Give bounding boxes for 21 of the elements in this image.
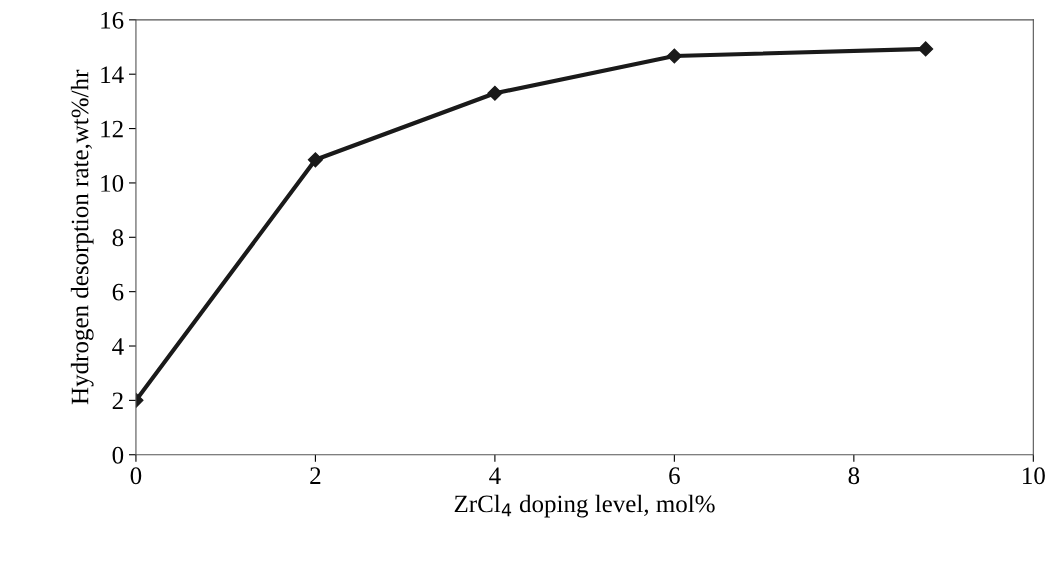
point [307,152,323,168]
x-axis-title: ZrCl$_{4}$ doping level, mol% [454,494,715,518]
y-tick-label: 14 [101,66,124,83]
x-tick-label: 10 [1023,467,1045,485]
point [487,85,503,101]
point [918,41,934,57]
x-tick-label: 6 [669,467,680,485]
y-axis-title: Hydrogen desorption rate,wt%/hr [70,69,94,405]
x-tick-label: 2 [310,467,321,484]
y-tick-label: 12 [101,120,123,138]
y-tick-label: 2 [112,392,123,410]
x-tick-label: 4 [489,467,501,484]
y-tick-label: 8 [112,229,124,247]
y-tick-label: 10 [101,174,124,192]
y-tick-label: 4 [112,338,124,355]
point [666,48,682,64]
y-tick-label: 16 [101,11,124,29]
x-tick-label: 8 [848,467,860,485]
y-tick-label: 0 [112,446,124,464]
y-tick-label: 6 [112,283,124,301]
x-tick-label: 0 [130,467,142,485]
